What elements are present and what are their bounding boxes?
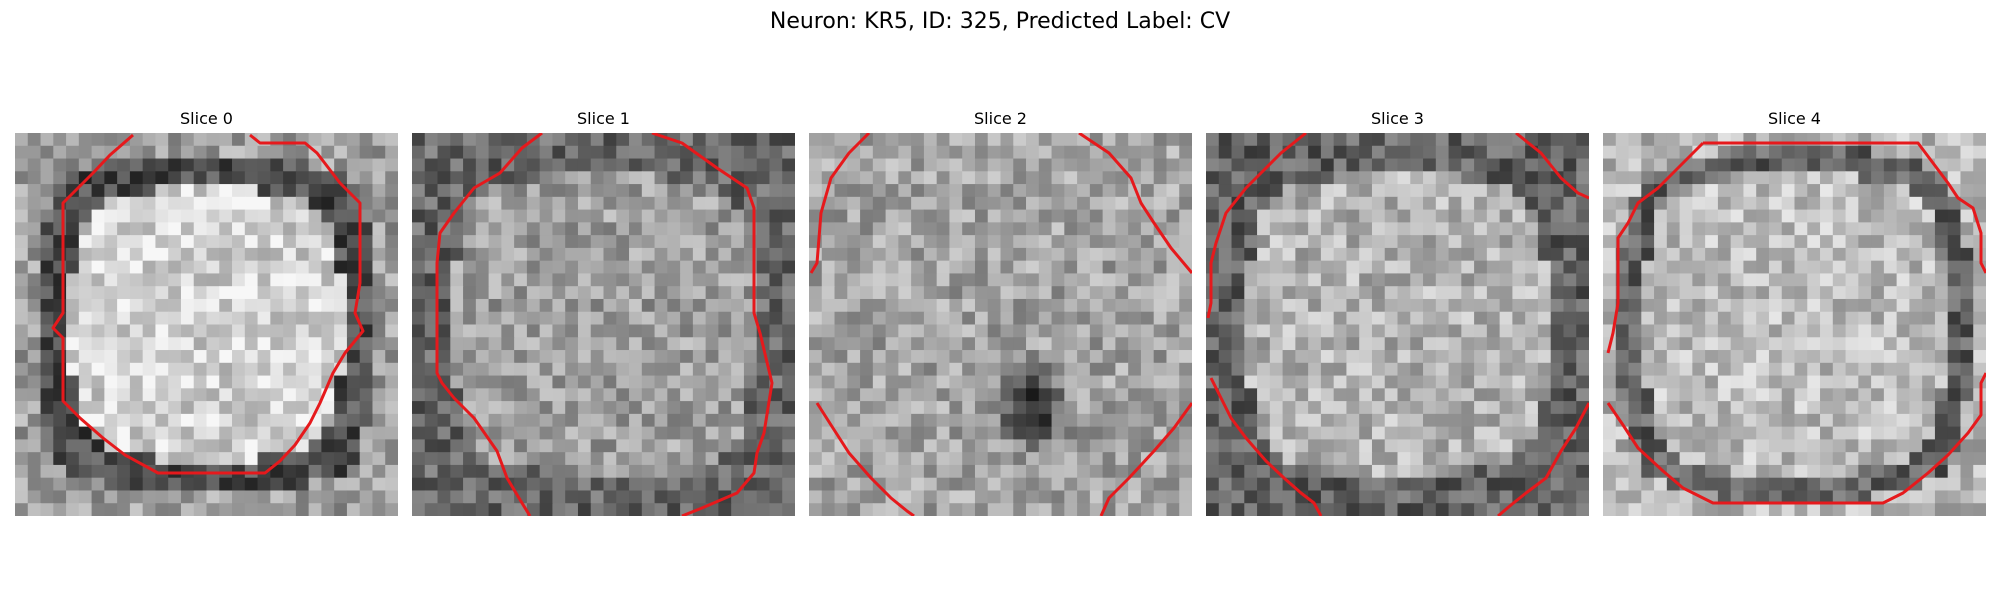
contour-line xyxy=(651,133,774,516)
pixel-grid xyxy=(412,133,795,516)
slice-title: Slice 2 xyxy=(974,109,1027,128)
contour-line xyxy=(435,133,543,516)
slice-title: Slice 1 xyxy=(577,109,630,128)
slice-image xyxy=(1603,133,1986,516)
contour-line xyxy=(1606,372,1986,505)
contour-line xyxy=(809,133,871,274)
slice-image xyxy=(412,133,795,516)
contour-line xyxy=(815,402,915,516)
contour-line xyxy=(1078,133,1192,274)
contour-line xyxy=(1703,141,1986,274)
contour-line xyxy=(51,133,365,475)
slice-panel-1: Slice 1 xyxy=(412,108,795,516)
contour-line xyxy=(1209,377,1323,516)
slice-title: Slice 3 xyxy=(1371,109,1424,128)
slice-panel-2: Slice 2 xyxy=(809,108,1192,516)
slice-image xyxy=(809,133,1192,516)
figure-title: Neuron: KR5, ID: 325, Predicted Label: C… xyxy=(769,9,1231,34)
slice-panel-3: Slice 3 xyxy=(1206,108,1589,516)
pixel-grid xyxy=(15,133,398,516)
contour-line xyxy=(1606,141,1705,354)
contour-line xyxy=(1497,402,1589,516)
pixel-grid xyxy=(809,133,1192,516)
contour-line xyxy=(1099,402,1192,516)
pixel-grid xyxy=(1603,133,1986,516)
slice-panel-4: Slice 4 xyxy=(1603,108,1986,516)
slice-title: Slice 4 xyxy=(1768,109,1821,128)
slice-title: Slice 0 xyxy=(180,109,233,128)
slice-image xyxy=(1206,133,1589,516)
slice-image xyxy=(15,133,398,516)
contour-line xyxy=(1515,133,1589,200)
slice-panel-0: Slice 0 xyxy=(15,108,398,516)
contour-line xyxy=(1206,133,1307,319)
